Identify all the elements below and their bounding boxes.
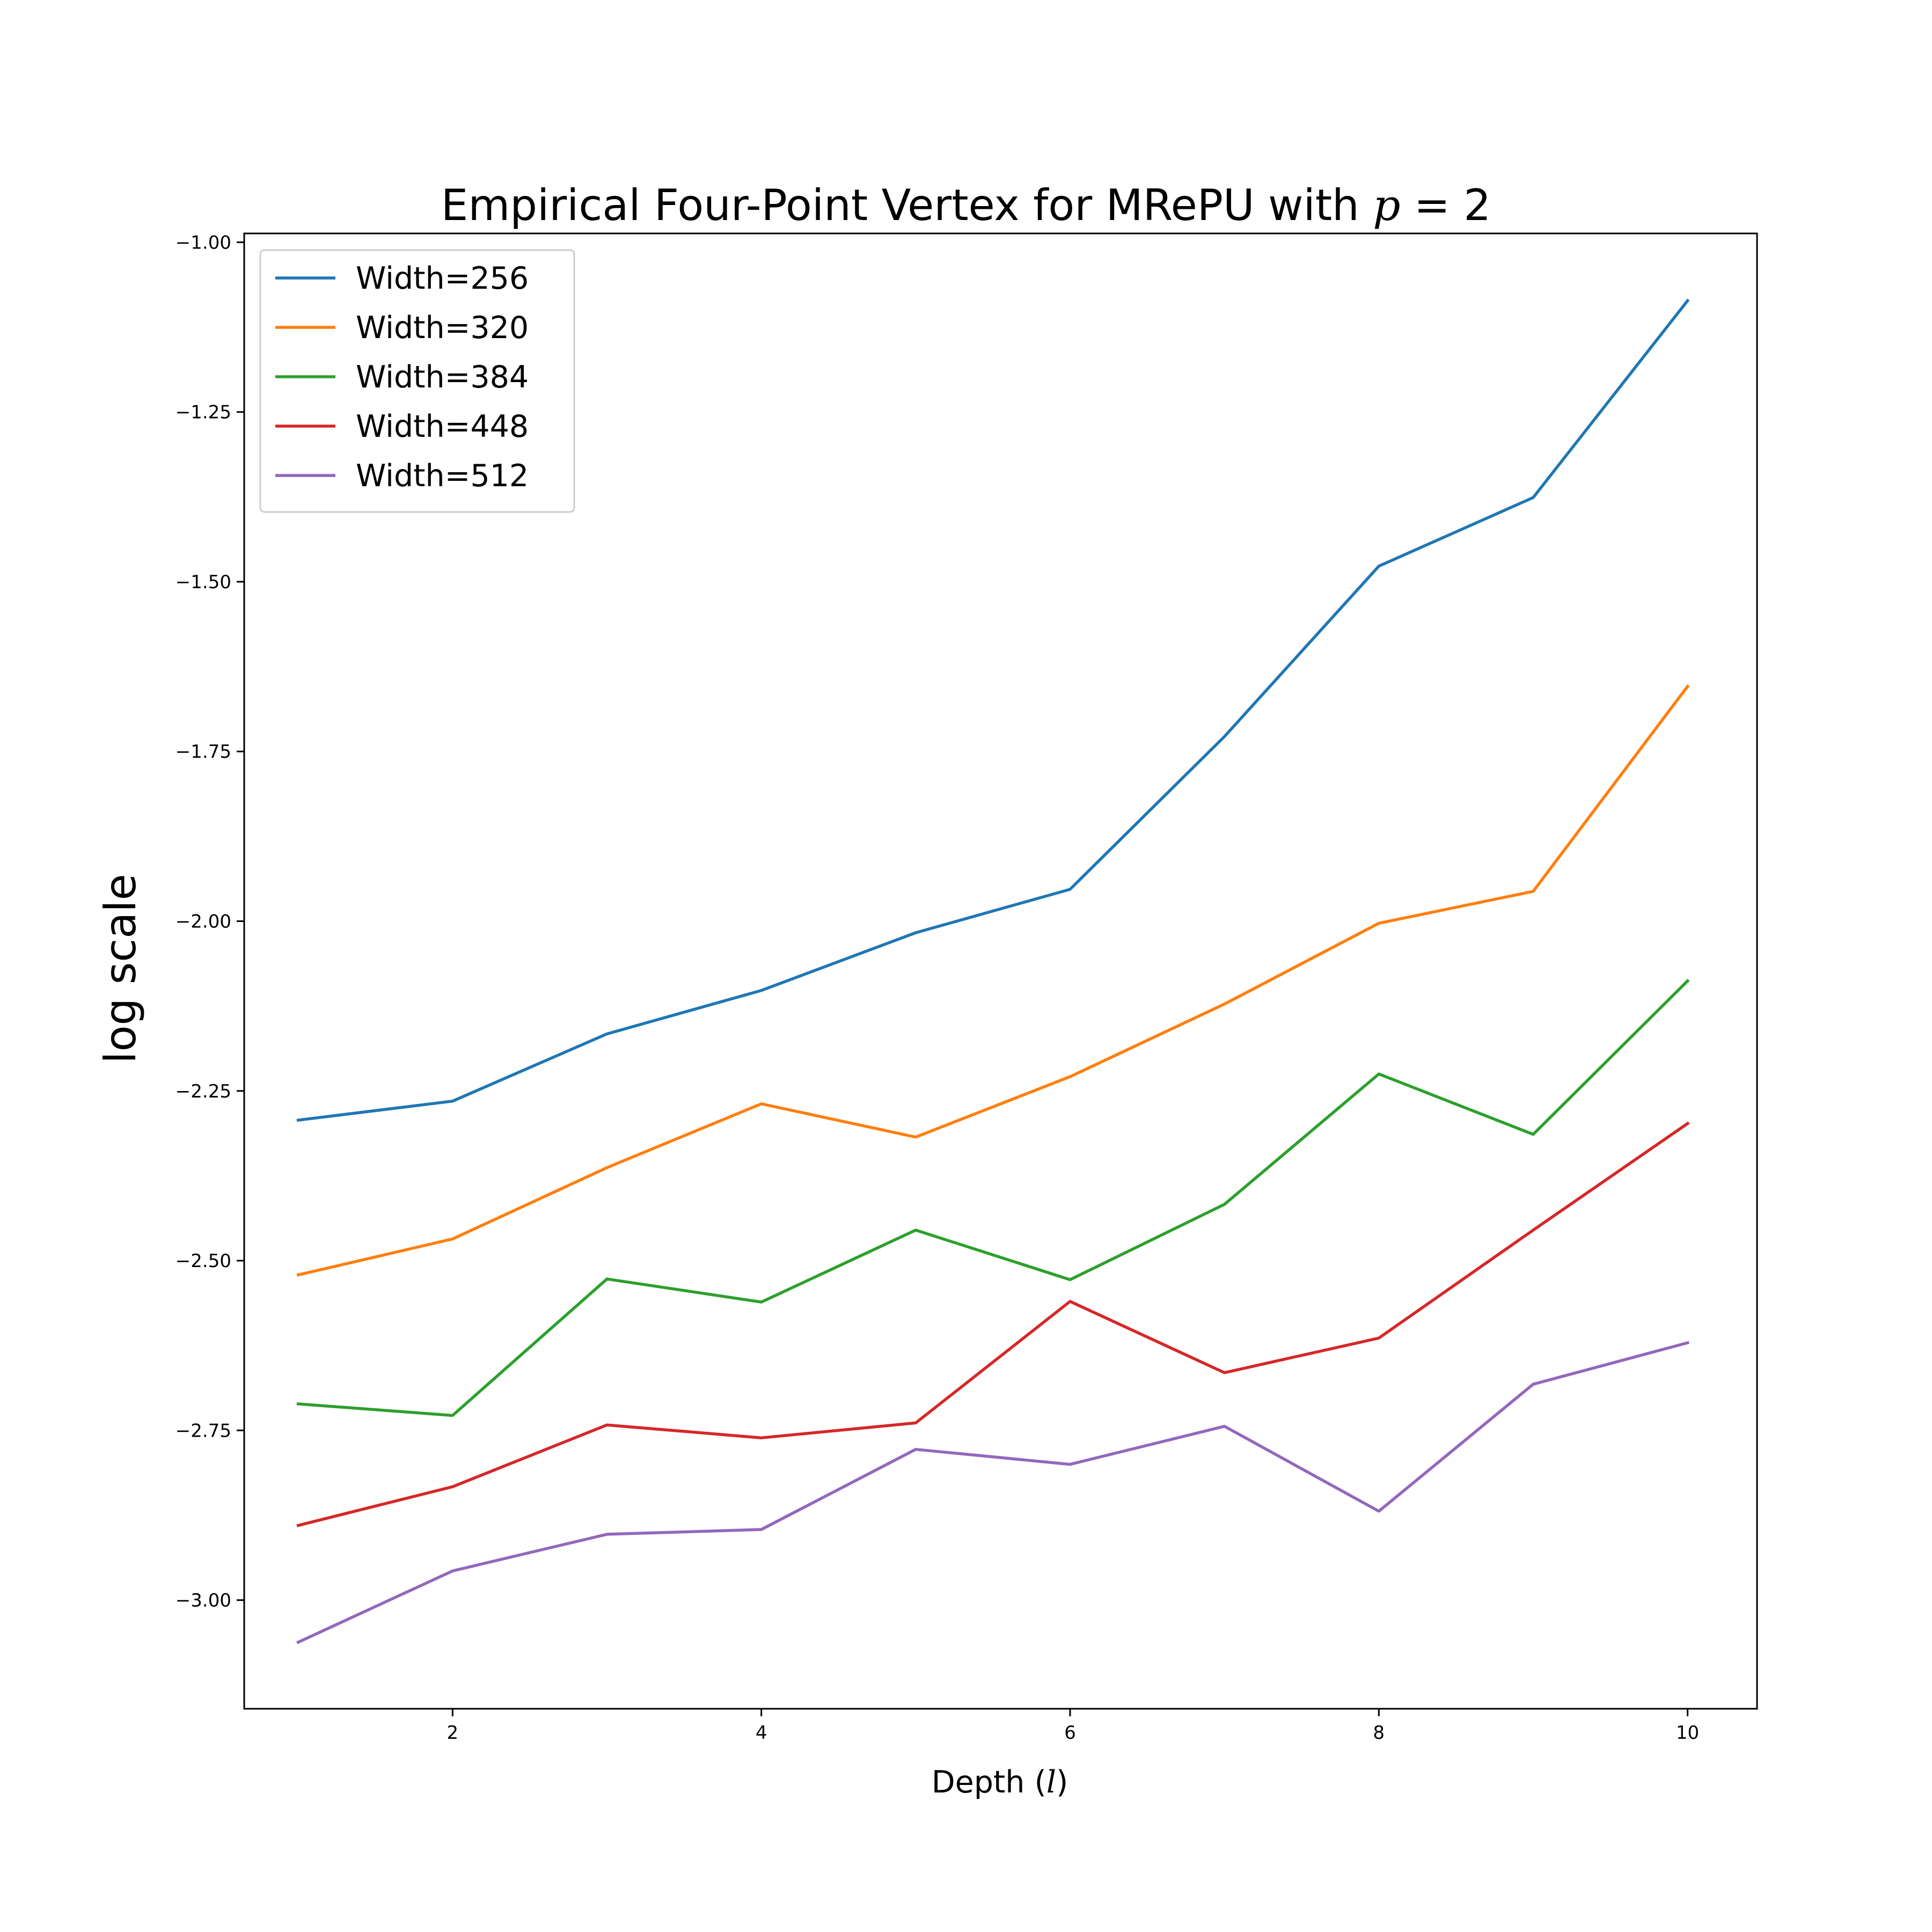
chart-title-math-var: p [1373,180,1400,230]
y-tick-label: −1.75 [175,741,231,763]
series-line-width-320 [296,684,1690,1277]
y-tick-label: −1.00 [175,232,231,253]
legend: Width=256 Width=320 Width=384 Width=448 Widt… [259,249,575,513]
y-tick-label: −2.00 [175,911,231,933]
y-tick-label: −1.25 [175,402,231,423]
chart-title-prefix: Empirical Four-Point Vertex for MRePU wi… [441,180,1373,230]
ticks-layer: 2 4 6 8 10 −1.00 −1.25 −1.50 −1.75 −2.00 −2.25 −2.5… [175,232,1699,1744]
series-line-width-384 [296,978,1690,1417]
legend-entry-label: Width=448 [356,409,529,444]
series-line-width-256 [296,298,1690,1122]
x-tick-label: 8 [1373,1722,1385,1744]
chart-title: Empirical Four-Point Vertex for MRePU wi… [441,180,1491,230]
x-axis-label-suffix: ) [1056,1765,1068,1800]
y-tick-label: −3.00 [175,1590,231,1612]
legend-entry-label: Width=512 [356,458,529,494]
y-tick-label: −2.25 [175,1081,231,1102]
y-tick-label: −1.50 [175,572,231,593]
legend-box [259,249,575,513]
series-layer [296,298,1690,1644]
series-line-width-512 [296,1341,1689,1644]
x-axis-label: Depth (l) [932,1765,1068,1800]
y-tick-label: −2.75 [175,1420,231,1441]
legend-entry-label: Width=320 [356,310,529,346]
x-axis-label-var: l [1046,1765,1056,1800]
x-axis-label-prefix: Depth ( [932,1765,1046,1800]
x-tick-label: 2 [447,1722,459,1744]
chart-title-math-rest: = 2 [1400,180,1491,230]
y-tick-label: −2.50 [175,1250,231,1272]
x-tick-label: 4 [756,1722,767,1744]
series-line-width-448 [296,1121,1690,1527]
x-tick-label: 6 [1064,1722,1076,1744]
plot-frame [243,232,1758,1710]
legend-entry-label: Width=256 [356,261,529,296]
legend-entry-label: Width=384 [356,360,529,395]
x-tick-label: 10 [1676,1722,1699,1744]
y-axis-label: log scale [96,874,145,1064]
